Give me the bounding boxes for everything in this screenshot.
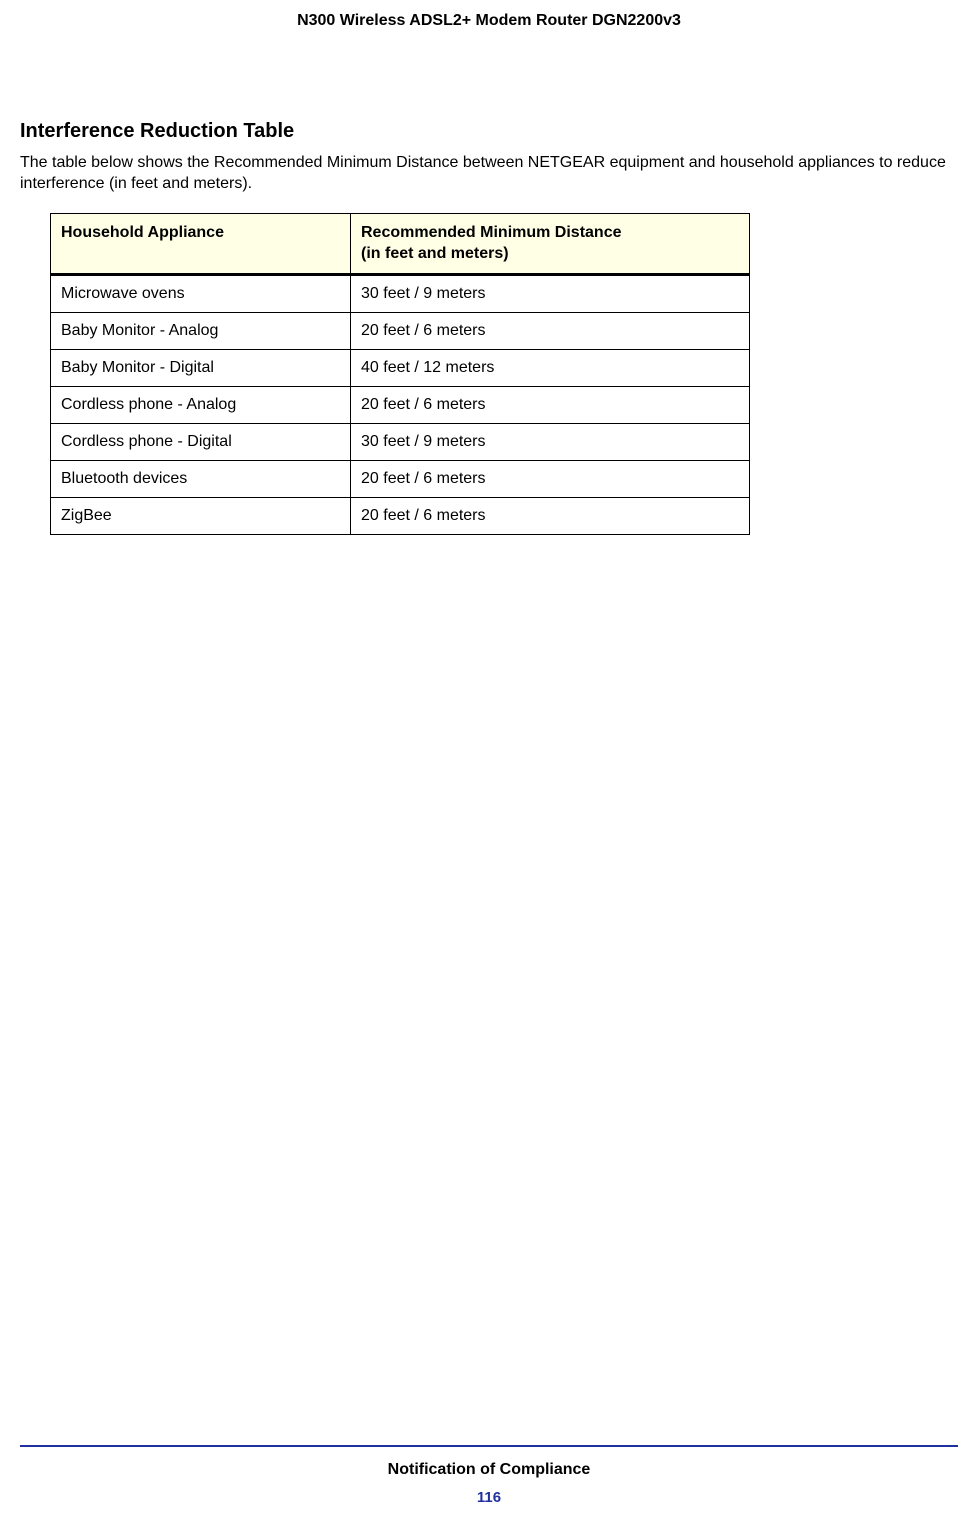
table-cell: 30 feet / 9 meters bbox=[351, 423, 750, 460]
table-cell: Bluetooth devices bbox=[51, 460, 351, 497]
table-row: ZigBee 20 feet / 6 meters bbox=[51, 497, 750, 534]
footer-rule bbox=[20, 1445, 958, 1447]
table-cell: 20 feet / 6 meters bbox=[351, 460, 750, 497]
table-row: Baby Monitor - Analog 20 feet / 6 meters bbox=[51, 312, 750, 349]
page-footer: Notification of Compliance 116 bbox=[0, 1445, 978, 1506]
table-cell: Baby Monitor - Digital bbox=[51, 349, 351, 386]
table-row: Bluetooth devices 20 feet / 6 meters bbox=[51, 460, 750, 497]
header-line1: Recommended Minimum Distance(in feet and… bbox=[361, 224, 622, 263]
table-cell: Baby Monitor - Analog bbox=[51, 312, 351, 349]
section-intro: The table below shows the Recommended Mi… bbox=[20, 153, 958, 195]
table-header-cell: Recommended Minimum Distance(in feet and… bbox=[351, 213, 750, 274]
table-cell: 20 feet / 6 meters bbox=[351, 386, 750, 423]
footer-title: Notification of Compliance bbox=[0, 1461, 978, 1479]
interference-table: Household Appliance Recommended Minimum … bbox=[50, 213, 750, 535]
footer-page-number: 116 bbox=[0, 1489, 978, 1506]
table-cell: Cordless phone - Digital bbox=[51, 423, 351, 460]
table-cell: Cordless phone - Analog bbox=[51, 386, 351, 423]
table-row: Microwave ovens 30 feet / 9 meters bbox=[51, 274, 750, 312]
table-header-row: Household Appliance Recommended Minimum … bbox=[51, 213, 750, 274]
table-cell: 30 feet / 9 meters bbox=[351, 274, 750, 312]
table-cell: 40 feet / 12 meters bbox=[351, 349, 750, 386]
table-cell: 20 feet / 6 meters bbox=[351, 497, 750, 534]
table-header-cell: Household Appliance bbox=[51, 213, 351, 274]
table-cell: Microwave ovens bbox=[51, 274, 351, 312]
table-cell: ZigBee bbox=[51, 497, 351, 534]
table-row: Cordless phone - Analog 20 feet / 6 mete… bbox=[51, 386, 750, 423]
section-heading: Interference Reduction Table bbox=[20, 120, 958, 143]
table-row: Baby Monitor - Digital 40 feet / 12 mete… bbox=[51, 349, 750, 386]
table-row: Cordless phone - Digital 30 feet / 9 met… bbox=[51, 423, 750, 460]
document-header: N300 Wireless ADSL2+ Modem Router DGN220… bbox=[20, 12, 958, 30]
table-cell: 20 feet / 6 meters bbox=[351, 312, 750, 349]
